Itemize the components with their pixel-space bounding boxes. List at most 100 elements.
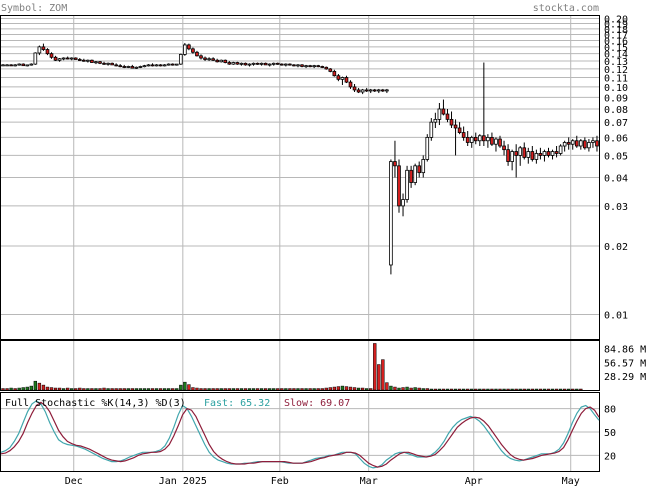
volume-bar [429,388,433,391]
candle-body [86,59,90,62]
volume-bar [276,388,280,391]
candle-body [308,65,312,68]
volume-bar [538,388,543,391]
price-tick-label: 0.19 [604,20,628,31]
volume-bar [562,388,567,391]
volume-bar [530,388,534,391]
candle-body [445,113,450,120]
candle-body [526,151,531,158]
candle-body [316,65,320,68]
volume-bar [150,388,155,391]
volume-bar [17,387,21,391]
price-tick-label: 0.05 [604,151,628,162]
volume-bar [284,388,288,391]
candle-body [1,64,5,67]
volume-bar [381,359,385,391]
volume-bar [433,388,438,391]
stochastic-slow-value: Slow: 69.07 [284,398,350,409]
candle-body [385,89,389,92]
candle-body [453,124,458,129]
candle-body [360,89,365,93]
candle-body [429,121,434,138]
volume-bar [9,387,13,391]
volume-x-grid [73,341,572,390]
candle-body [191,48,195,53]
candle-body [587,142,591,149]
volume-bar [5,388,9,391]
candle-body [5,64,9,67]
volume-bar [171,388,175,391]
candle-body [77,59,82,61]
volume-bar [162,388,167,391]
candle-body [247,63,252,66]
volume-bar [401,387,405,391]
volume-bar [134,388,139,391]
candle-body [433,118,438,123]
volume-bar [154,388,159,391]
candle-body [207,58,211,61]
volume-bar [61,388,66,391]
volume-bar [142,388,147,391]
volume-tick-label: 56.57 M [604,358,646,369]
candle-body [304,65,308,68]
volume-bar [158,388,163,391]
candle-body [162,64,167,67]
candle-body [494,138,498,145]
volume-bar [45,386,50,391]
volume-bar [336,386,341,391]
stochastic-fast-value: Fast: 65.32 [204,398,270,409]
candle-body [425,137,430,160]
candle-body [239,62,244,65]
price-tick-label: 0.02 [604,242,628,253]
price-tick-label: 0.08 [604,105,628,116]
candle-body [324,66,329,70]
candle-body [510,151,514,162]
volume-y-axis: 84.86 M 56.57 M 28.29 M [604,344,646,383]
volume-bar [332,386,337,391]
site-watermark: stockta.com [533,3,599,14]
candle-body [562,142,567,147]
candle-body [530,151,535,160]
candle-body [130,66,135,69]
volume-bar [522,388,526,391]
price-tick-label: 0.20 [604,14,628,25]
volume-bar [554,388,559,391]
candle-body [595,140,599,147]
volume-bar [227,388,231,391]
x-axis-label: Mar [360,476,378,486]
symbol-label: Symbol: ZOM [1,3,67,14]
candle-body [461,132,466,138]
candle-body [372,89,377,92]
volume-bar [542,388,547,391]
price-tick-label: 0.07 [604,118,628,129]
volume-bar [352,387,357,391]
candle-body [9,64,13,67]
candle-body [61,57,66,60]
volume-bar [223,388,227,391]
volume-bar [13,388,17,391]
x-axis-label: May [562,476,580,486]
volume-bar [490,388,494,391]
volume-bar [558,388,563,391]
candle-body [106,62,110,65]
volume-bar [235,388,240,391]
candle-body [405,169,409,200]
candle-body [271,62,276,65]
candle-body [482,135,486,142]
candle-body [328,68,333,72]
candle-body [292,64,296,67]
volume-bar [518,388,522,391]
volume-bar [461,388,466,391]
volume-bar [409,387,413,391]
volume-bar [25,386,29,391]
price-tick-label: 0.15 [604,43,628,54]
candle-body [280,63,284,66]
candle-body [518,147,523,156]
candle-body [336,75,341,80]
price-tick-label: 0.12 [604,65,628,76]
candle-body [465,137,470,143]
volume-bar [340,385,345,391]
volume-bar [324,387,328,391]
volume-bar [53,387,58,391]
stochastic-lines [0,400,600,469]
